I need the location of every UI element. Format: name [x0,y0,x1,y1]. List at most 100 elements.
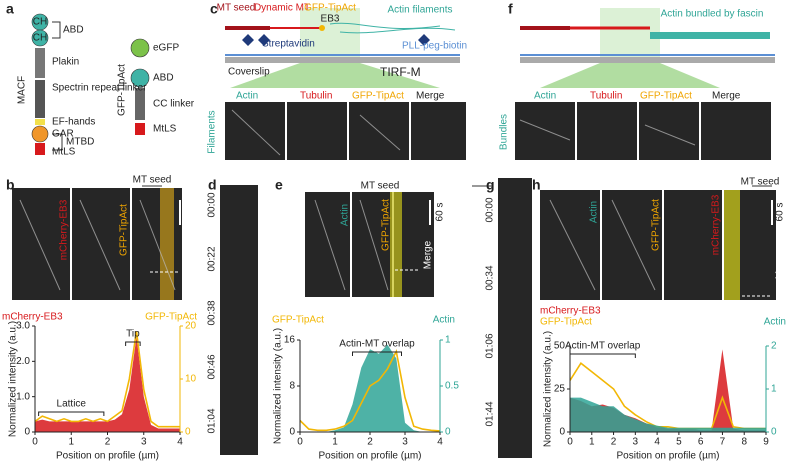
y-tick-label: 0 [24,427,30,438]
channel-label: Tubulin [590,91,622,102]
channel-label: GFP-TipAct [352,91,404,102]
legend-label: mCherry-EB3 [2,312,63,323]
scale-label: 60 s [775,203,786,222]
legend-label: Actin [433,315,455,326]
y2-tick-label: 10 [185,374,197,385]
y-tick-label: 2.0 [16,356,30,367]
scale-label: 60 s [183,203,194,222]
legend-label: GFP-TipAct [272,315,324,326]
panel-letter: g [486,177,495,193]
x-axis-label: Position on profile (µm) [616,451,719,462]
kymo-label: Actin [340,204,351,226]
channel-label: Actin [236,91,258,102]
panel-letter: f [508,1,513,17]
y2-tick-label: 1 [445,335,451,346]
y2-tick-label: 0 [185,427,191,438]
kymo-label: Actin [589,201,600,223]
y-tick-label: 16 [284,335,296,346]
row-label: Filaments [207,110,218,153]
channel-label: Tubulin [300,91,332,102]
y2-tick-label: 0 [771,427,777,438]
kymo-label: mCherry-EB3 [711,194,722,255]
y-axis-label: Normalized intensity (a.u.) [273,328,284,444]
panel-letter: b [6,177,15,193]
y2-tick-label: 0 [445,427,451,438]
x-tick-label: 3 [633,437,639,448]
time-label: 01:04 [207,408,218,433]
annotation-bracket [38,411,105,416]
domain-label: ABD [153,73,174,84]
legend-label: GFP-TipAct [145,312,197,323]
panel-letter: e [275,177,283,193]
x-tick-label: 8 [741,437,747,448]
domain-label: Plakin [52,57,79,68]
y-axis-label: Normalized intensity (a.u.) [543,331,554,447]
annotation: Actin-MT overlap [339,339,415,350]
legend-label: GFP-TipAct [540,317,592,328]
x-tick-label: 0 [297,437,303,448]
kymo-label: Merge [423,240,434,269]
x-tick-label: 5 [676,437,682,448]
annotation: Lattice [57,399,87,410]
group-label: ABD [63,25,84,36]
x-tick-label: 1 [589,437,595,448]
x-tick-label: 2 [611,437,617,448]
schematic-label: TIRF-M [380,65,421,79]
domain-label: CH [33,33,47,44]
annotation-bracket [569,353,636,358]
x-axis-label: Position on profile (µm) [56,451,159,462]
y2-tick-label: 1 [771,384,777,395]
y-tick-label: 3.0 [16,321,30,332]
kymo-label: mCherry-EB3 [59,199,70,260]
legend-label: mCherry-EB3 [540,306,601,317]
area [570,397,766,432]
channel-label: GFP-TipAct [640,91,692,102]
schematic-label: PLL-peg-biotin [402,41,467,52]
schematic-label: Actin filaments [387,5,452,16]
y2-tick-label: 20 [185,321,197,332]
x-tick-label: 7 [720,437,726,448]
time-label: 00:34 [485,265,496,290]
area [35,336,180,432]
time-label: 00:00 [207,192,218,217]
x-tick-label: 3 [141,437,147,448]
annotation-bracket [125,341,141,346]
seed-label: MT seed [741,177,780,188]
schematic-label: Coverslip [228,67,270,78]
group-label: MTBD [66,137,94,148]
line [299,349,441,432]
y-tick-label: 50 [554,341,566,352]
y-tick-label: 0 [289,427,295,438]
area [300,344,440,432]
legend-label: Actin [764,317,786,328]
x-tick-label: 1 [68,437,74,448]
schematic-label: EB3 [321,14,340,25]
domain-label: MtLS [52,147,76,158]
kymo-label: GFP-TipAct [119,204,130,256]
panel-letter: h [532,177,541,193]
schematic-label: MT seed [217,3,256,14]
y-tick-label: 8 [289,381,295,392]
line [569,362,766,430]
seed-label: MT seed [361,181,400,192]
kymo-label: GFP-TipAct [651,199,662,251]
x-tick-label: 2 [367,437,373,448]
annotation-bracket [352,351,402,356]
time-label: 01:06 [485,333,496,358]
kymo-label: Merge [183,235,194,264]
x-tick-label: 4 [654,437,660,448]
domain-label: CH [33,17,47,28]
x-tick-label: 2 [105,437,111,448]
y-axis-label: Normalized intensity (a.u.) [8,321,19,437]
protein-name: GFP-TipAct [117,64,128,116]
domain-label: EF-hands [52,117,95,128]
domain-label: eGFP [153,43,179,54]
x-tick-label: 4 [437,437,443,448]
y2-tick-label: 0.5 [445,381,459,392]
line [34,331,180,428]
row-label: Bundles [499,114,510,150]
schematic-f [520,8,775,88]
annotation: Tip [126,329,140,340]
y-tick-label: 1.0 [16,391,30,402]
schematic-label: Dynamic MT [254,3,310,14]
